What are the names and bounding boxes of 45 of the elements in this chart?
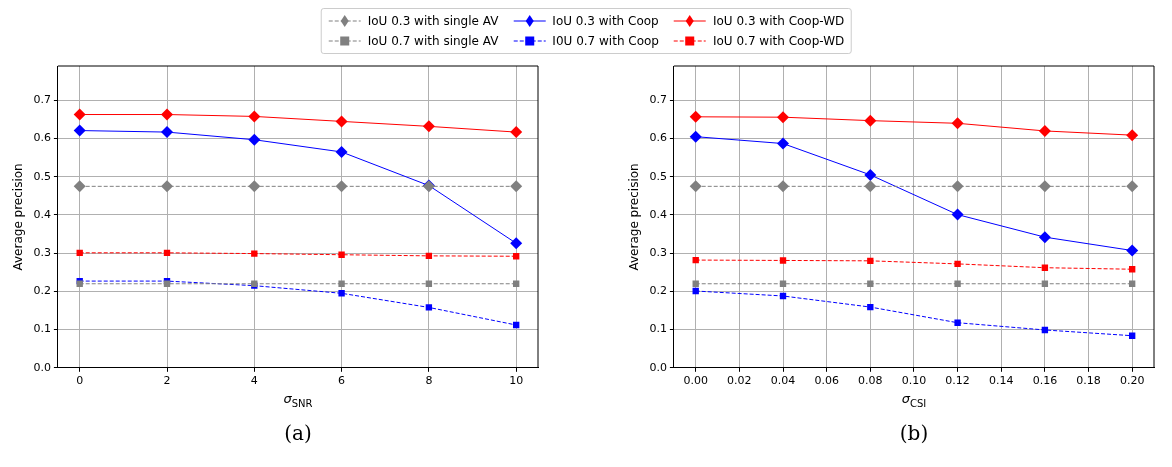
legend-label: I0U 0.7 with Coop [552, 34, 659, 48]
x-tick-label: 0.10 [901, 374, 927, 388]
legend-label: IoU 0.3 with single AV [367, 14, 499, 28]
x-tick-label: 0.16 [1032, 374, 1058, 388]
y-tick-label: 0.1 [33, 322, 51, 336]
text: (a) [283, 420, 313, 445]
y-tick-label: 0.2 [649, 284, 667, 298]
y-tick-label: 0.6 [649, 131, 667, 145]
y-tick-label: 0.1 [649, 322, 667, 336]
x-tick-label: 0.14 [988, 374, 1014, 388]
x-tick-label: 0.04 [770, 374, 796, 388]
y-tick-label: 0.0 [33, 360, 51, 374]
y-tick-label: 0.5 [649, 169, 667, 183]
y-tick-label: 0.6 [33, 131, 51, 145]
text: (b) [898, 420, 930, 445]
x-tick-label: 0.18 [1076, 374, 1101, 388]
legend-label: IoU 0.7 with Coop-WD [712, 34, 845, 48]
y-tick-label: 0.3 [649, 246, 667, 260]
legend-label: IoU 0.3 with Coop-WD [712, 14, 845, 28]
y-tick-label: 0.3 [33, 246, 51, 260]
y-axis-title: Average precision [627, 163, 642, 271]
y-tick-label: 0.2 [33, 284, 51, 298]
x-tick-label: 0.06 [814, 374, 839, 388]
y-tick-label: 0.0 [649, 360, 667, 374]
x-axis-title: σ$_{SNR}$ [282, 391, 314, 409]
x-tick-label: 0.02 [727, 374, 752, 388]
x-axis-title: σ$_{CSI}$ [900, 391, 928, 409]
x-tick-label: 8 [425, 374, 433, 388]
y-axis-title: Average precision [11, 163, 26, 271]
y-tick-label: 0.7 [33, 93, 51, 107]
x-tick-label: 4 [250, 374, 258, 388]
x-tick-label: 0.00 [683, 374, 708, 388]
legend-label: IoU 0.7 with single AV [367, 34, 499, 48]
y-tick-label: 0.4 [33, 207, 51, 221]
x-tick-label: 0.20 [1119, 374, 1145, 388]
x-tick-label: 2 [163, 374, 171, 388]
y-tick-label: 0.5 [33, 169, 51, 183]
x-tick-label: 0.08 [858, 374, 883, 388]
y-tick-label: 0.4 [649, 207, 667, 221]
legend-label: IoU 0.3 with Coop [552, 14, 659, 28]
x-tick-label: 0 [76, 374, 84, 388]
x-tick-label: 10 [509, 374, 524, 388]
x-tick-label: 6 [338, 374, 346, 388]
x-tick-label: 0.12 [945, 374, 970, 388]
y-tick-label: 0.7 [649, 93, 667, 107]
